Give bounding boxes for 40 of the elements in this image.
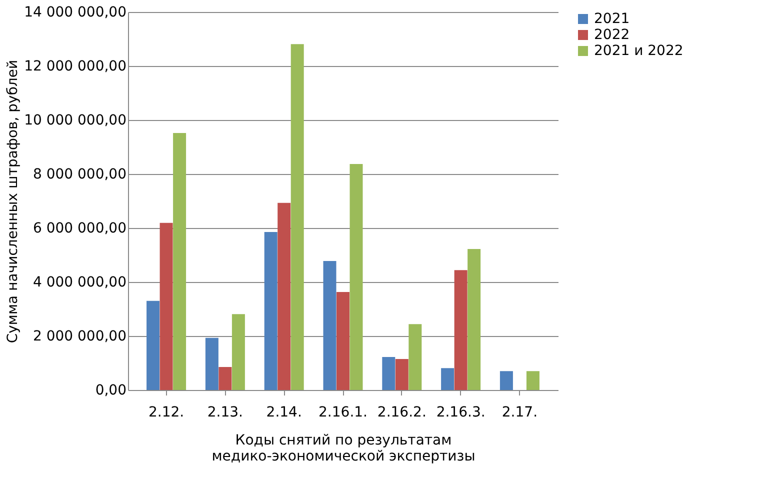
bar [205,338,218,390]
bar [160,222,173,390]
bar [395,358,408,390]
x-tick-label: 2.16.2. [377,404,426,420]
bar [454,270,468,390]
bar [382,357,396,390]
bar [350,164,363,390]
legend-label: 2021 и 2022 [594,43,684,59]
bar [441,368,454,390]
bar [336,292,350,390]
x-tick-label: 2.16.3. [436,404,486,420]
y-tick-label: 8 000 000,00 [32,166,126,182]
y-tick-label: 10 000 000,00 [24,112,126,128]
y-tick-label: 2 000 000,00 [32,328,126,344]
legend-label: 2022 [594,27,630,43]
bar [173,132,186,390]
bar [500,371,513,390]
bar [146,300,160,390]
x-tick-label: 2.12. [148,404,184,420]
bar [526,371,540,390]
bar [218,367,232,390]
bar [468,249,481,390]
x-tick-label: 2.16.1. [318,404,368,420]
bar [232,314,245,390]
y-tick-label: 12 000 000,00 [24,58,126,74]
y-axis-title: Сумма начисленных штрафов, рублей [5,60,22,344]
y-tick-label: 14 000 000,00 [24,4,126,20]
y-tick-label: 0,00 [95,382,126,398]
bar [264,232,278,390]
bar [323,260,336,390]
bar [290,44,304,390]
legend-label: 2021 [594,11,630,27]
x-axis-title: Коды снятий по результатам медико-экономической экспертизы [212,432,476,464]
bar [278,202,291,390]
y-tick-label: 4 000 000,00 [32,274,126,290]
x-tick-label: 2.13. [207,404,244,420]
x-tick-label: 2.14. [266,404,302,420]
x-tick-label: 2.17. [502,404,538,420]
bar [408,324,422,390]
y-tick-label: 6 000 000,00 [32,220,126,236]
